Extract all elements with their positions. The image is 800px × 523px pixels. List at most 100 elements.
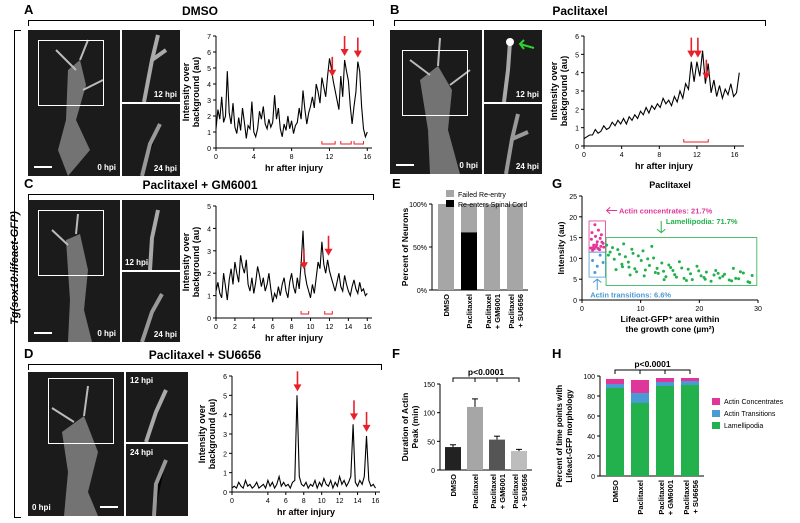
time-0hpi-c: 0 hpi (97, 329, 116, 338)
annotation-actin-concentrates: Actin concentrates: 21.7% (619, 207, 713, 216)
y-tick-label: 50% (413, 245, 427, 252)
scatter-point-lamellipodia (642, 274, 646, 278)
scatter-point-lamellipodia (608, 250, 612, 254)
y-tick-label: 5 (573, 277, 577, 284)
x-tick-label: 10 (318, 498, 326, 505)
bar-segment-lamellipodia (631, 403, 649, 476)
y-tick-label: 4 (207, 226, 211, 233)
legend-swatch-failed (446, 190, 454, 197)
scatter-point-actin-concentrates (599, 233, 603, 237)
legend-label: Actin Transitions (724, 411, 776, 418)
panel-letter-a: A (24, 2, 34, 17)
panel-letter-d: D (24, 346, 34, 361)
scatter-point-lamellipodia (750, 273, 754, 277)
micrograph-c-24hpi: 24 hpi (122, 272, 180, 342)
x-tick-label: 4 (252, 154, 256, 161)
y-tick-label: 5 (207, 66, 211, 73)
scatter-point-lamellipodia (682, 276, 686, 280)
scatter-point-lamellipodia (647, 263, 651, 267)
y-tick-label: 0 (223, 490, 227, 497)
x-tick-label: 10 (307, 324, 315, 331)
p-value-annotation: p<0.0001 (468, 367, 504, 377)
morphology-percent-chart: 0 20 40 60 80 100 Percent of time points withL… (555, 359, 784, 515)
y-tick-label: 150 (423, 382, 435, 389)
panel-title-c: Paclitaxel + GM6001 (142, 178, 258, 192)
time-12hpi-d: 12 hpi (130, 376, 154, 385)
x-tick-label: 4 (252, 324, 256, 331)
micrograph-c-12hpi: 12 hpi (122, 200, 180, 270)
zoom-box-c (38, 210, 104, 276)
scatter-point-actin-concentrates (593, 234, 597, 238)
scatter-point-lamellipodia (664, 275, 668, 279)
legend-label-failed: Failed Re-entry (458, 192, 506, 199)
y-tick-label: 50 (427, 439, 435, 446)
scatter-point-lamellipodia (620, 262, 624, 266)
y-tick-label: 1 (207, 294, 211, 301)
title-bracket-c (28, 194, 374, 200)
scatter-point-lamellipodia (635, 270, 639, 274)
legend-label-reenters: Re-enters Spinal Cord (458, 202, 527, 209)
peak-duration-bracket (321, 141, 336, 145)
scatter-point-lamellipodia (737, 277, 741, 281)
time-24hpi-b: 24 hpi (515, 162, 539, 171)
scatter-point-lamellipodia (684, 278, 688, 282)
scatter-point-lamellipodia (611, 246, 615, 250)
side-bracket (14, 30, 21, 518)
micrograph-a-12hpi: 12 hpi (122, 30, 180, 102)
scatter-point-lamellipodia (627, 265, 631, 269)
category-label: DMSO (611, 480, 620, 503)
y-tick-label: 80 (587, 394, 595, 401)
micrograph-c-0hpi: 0 hpi (28, 200, 120, 342)
scatter-point-lamellipodia (614, 268, 618, 272)
category-label: Paclitaxel (636, 480, 645, 515)
y-tick-label: 3 (575, 89, 579, 96)
annotation-actin-transitions: Actin transitions: 6.6% (590, 291, 671, 300)
bar-reenters-spinal-cord (461, 232, 477, 290)
scatter-point-actin-concentrates (590, 231, 594, 235)
scatter-point-lamellipodia (662, 269, 666, 273)
legend-swatch (712, 422, 720, 429)
bar-segment-actin-transitions (681, 381, 699, 385)
scatter-point-lamellipodia (730, 279, 734, 283)
panel-title-d: Paclitaxel + SU6656 (148, 348, 262, 362)
time-24hpi-d: 24 hpi (130, 448, 154, 457)
micrograph-d-24hpi: 24 hpi (126, 444, 188, 516)
x-tick-label: 8 (290, 154, 294, 161)
scatter-point-lamellipodia (731, 266, 735, 270)
y-tick-label: 6 (223, 374, 227, 381)
scatter-point-lamellipodia (628, 273, 632, 277)
intensity-area-scatter: Paclitaxel 0 5 10 15 20 25 0 10 20 30 Intensity (au… (556, 180, 762, 334)
y-tick-label: 2 (207, 271, 211, 278)
micrograph-b-12hpi: 12 hpi (484, 30, 542, 102)
y-tick-label: 0 (207, 316, 211, 323)
x-tick-label: 16 (731, 152, 739, 159)
region-box-lamellipodia (605, 237, 758, 286)
x-tick-label: 12 (336, 498, 344, 505)
panel-letter-g: G (552, 176, 563, 191)
y-axis-label: Intensity overbackground (au) (181, 57, 201, 128)
scatter-point-actin-concentrates (602, 245, 606, 249)
zoom-box-b (402, 50, 468, 116)
scatter-point-actin-concentrates (596, 228, 600, 232)
micrograph-a-24hpi: 24 hpi (122, 104, 180, 176)
scatter-point-lamellipodia (616, 248, 620, 252)
red-arrowhead-icon (328, 69, 337, 77)
y-tick-label: 60 (587, 414, 595, 421)
peak-duration-bracket (324, 311, 333, 315)
y-tick-label: 100 (583, 374, 595, 381)
bar-failed-reentry (438, 204, 454, 290)
x-tick-label: 4 (266, 498, 270, 505)
scatter-point-lamellipodia (667, 263, 671, 267)
scatter-point-lamellipodia (643, 268, 647, 272)
time-24hpi-c: 24 hpi (153, 330, 177, 339)
micrograph-b-24hpi: 24 hpi (484, 104, 542, 174)
scatter-point-actin-concentrates (595, 240, 599, 244)
scatter-point-lamellipodia (641, 249, 645, 253)
category-label: Paclitaxel+ GM6001 (484, 294, 502, 329)
x-tick-label: 30 (754, 306, 762, 313)
scatter-point-lamellipodia (697, 269, 701, 273)
bar-segment-actin-transitions (606, 384, 624, 388)
legend-swatch (712, 398, 720, 405)
